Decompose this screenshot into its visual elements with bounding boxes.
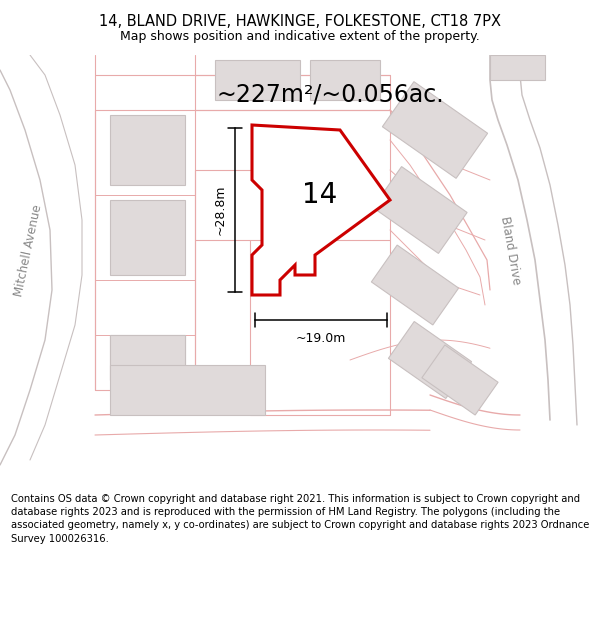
Text: Mitchell Avenue: Mitchell Avenue [12,203,44,297]
Polygon shape [490,55,545,80]
Text: Map shows position and indicative extent of the property.: Map shows position and indicative extent… [120,30,480,43]
Polygon shape [110,335,185,380]
Polygon shape [110,115,185,185]
Text: 14, BLAND DRIVE, HAWKINGE, FOLKESTONE, CT18 7PX: 14, BLAND DRIVE, HAWKINGE, FOLKESTONE, C… [99,14,501,29]
Polygon shape [110,335,185,380]
Text: ~19.0m: ~19.0m [296,332,346,345]
Text: Contains OS data © Crown copyright and database right 2021. This information is : Contains OS data © Crown copyright and d… [11,494,589,544]
Text: ~227m²/~0.056ac.: ~227m²/~0.056ac. [216,83,444,107]
Polygon shape [252,125,390,295]
Polygon shape [215,60,300,100]
Text: 14: 14 [302,181,338,209]
Polygon shape [422,345,498,415]
Polygon shape [110,200,185,275]
Polygon shape [382,82,488,178]
Polygon shape [373,167,467,253]
Polygon shape [388,321,472,399]
Text: Bland Drive: Bland Drive [497,215,523,285]
Text: ~28.8m: ~28.8m [214,185,227,235]
Polygon shape [110,365,265,415]
Polygon shape [310,60,380,100]
Polygon shape [371,245,458,325]
